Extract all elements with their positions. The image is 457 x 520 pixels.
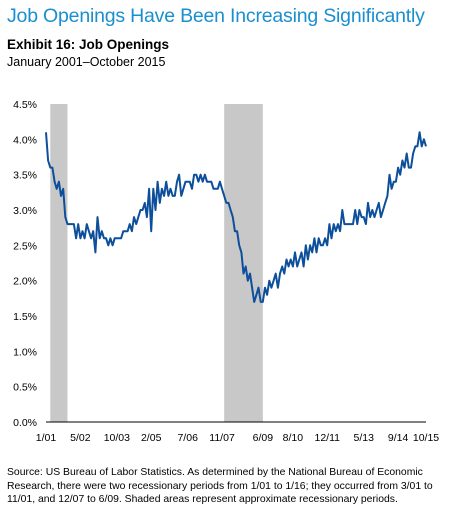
recession-shading-layer — [50, 104, 263, 422]
headline: Job Openings Have Been Increasing Signif… — [7, 5, 425, 27]
y-tick-label: 1.5% — [13, 311, 37, 323]
source-note: Source: US Bureau of Labor Statistics. A… — [7, 467, 433, 506]
job-openings-chart: 0.0% 0.5% 1.0% 1.5% 2.0% 2.5% 3.0% 3.5% 4.0% 4.5%… — [13, 99, 440, 444]
y-tick-label: 2.0% — [13, 276, 37, 288]
y-tick-label: 3.0% — [13, 205, 37, 217]
y-tick-label: 4.5% — [13, 99, 37, 111]
x-tick-label: 7/06 — [177, 432, 198, 444]
y-tick-label: 4.0% — [13, 134, 37, 146]
x-tick-label: 5/13 — [354, 432, 375, 444]
x-tick-label: 2/05 — [141, 432, 162, 444]
job-openings-series-line — [45, 131, 427, 303]
x-tick-label: 8/10 — [283, 432, 304, 444]
x-tick-label: 10/15 — [413, 432, 439, 444]
series-layer — [45, 131, 427, 303]
chart-title: Exhibit 16: Job Openings — [7, 37, 170, 52]
x-tick-label: 9/14 — [388, 432, 409, 444]
y-tick-label: 0.0% — [13, 417, 37, 429]
chart-subtitle: January 2001–October 2015 — [7, 55, 166, 69]
x-tick-label: 1/01 — [36, 432, 57, 444]
y-tick-label: 0.5% — [13, 382, 37, 394]
y-tick-label: 2.5% — [13, 240, 37, 252]
y-tick-label: 3.5% — [13, 170, 37, 182]
y-tick-labels: 0.0% 0.5% 1.0% 1.5% 2.0% 2.5% 3.0% 3.5% 4.0% 4.5% — [13, 99, 37, 429]
x-tick-label: 5/02 — [70, 432, 91, 444]
x-tick-label: 10/03 — [104, 432, 130, 444]
x-tick-label: 11/07 — [209, 432, 235, 444]
x-tick-labels: 1/01 5/02 10/03 2/05 7/06 11/07 6/09 8/10 12/11 5… — [36, 432, 440, 444]
x-tick-label: 6/09 — [253, 432, 274, 444]
recession-band-1 — [50, 104, 68, 422]
x-tick-label: 12/11 — [314, 432, 340, 444]
recession-band-2 — [224, 104, 263, 422]
y-tick-label: 1.0% — [13, 346, 37, 358]
